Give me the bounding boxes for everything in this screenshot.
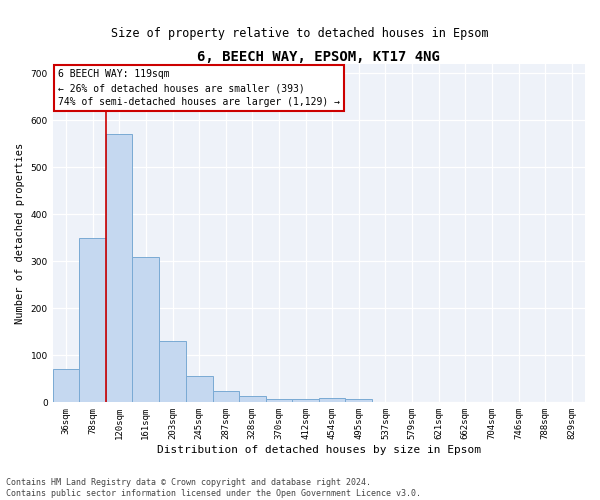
- X-axis label: Distribution of detached houses by size in Epsom: Distribution of detached houses by size …: [157, 445, 481, 455]
- Bar: [266, 399, 292, 402]
- Bar: [239, 396, 266, 402]
- Bar: [106, 134, 133, 402]
- Bar: [53, 370, 79, 402]
- Y-axis label: Number of detached properties: Number of detached properties: [15, 142, 25, 324]
- Bar: [159, 341, 186, 402]
- Bar: [319, 398, 345, 402]
- Text: 6 BEECH WAY: 119sqm
← 26% of detached houses are smaller (393)
74% of semi-detac: 6 BEECH WAY: 119sqm ← 26% of detached ho…: [58, 69, 340, 107]
- Text: Contains HM Land Registry data © Crown copyright and database right 2024.
Contai: Contains HM Land Registry data © Crown c…: [6, 478, 421, 498]
- Bar: [345, 399, 372, 402]
- Text: Size of property relative to detached houses in Epsom: Size of property relative to detached ho…: [111, 28, 489, 40]
- Bar: [133, 256, 159, 402]
- Bar: [79, 238, 106, 402]
- Bar: [186, 376, 212, 402]
- Bar: [212, 390, 239, 402]
- Title: 6, BEECH WAY, EPSOM, KT17 4NG: 6, BEECH WAY, EPSOM, KT17 4NG: [197, 50, 440, 64]
- Bar: [292, 399, 319, 402]
